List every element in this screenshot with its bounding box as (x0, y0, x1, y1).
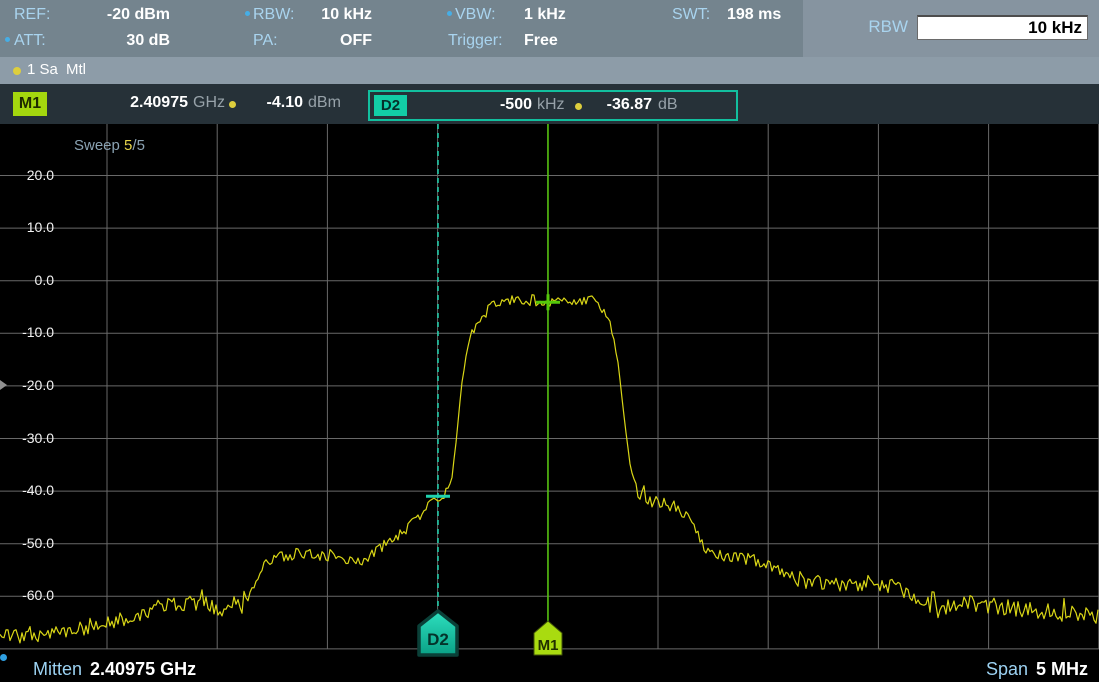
center-frequency-label: Mitten (33, 659, 83, 679)
ref-value[interactable]: -20 dBm (106, 6, 170, 23)
rbw-entry-input[interactable] (917, 15, 1088, 40)
marker-d2-level-unit: dB (658, 96, 678, 113)
marker-readout-bar: M1 2.40975 GHz -4.10 dBm D2 -500 kHz -36… (0, 84, 1099, 124)
trace-plot[interactable]: D2 M1 (0, 124, 1099, 657)
y-axis-label: 10.0 (26, 219, 54, 236)
marker-m1-separator-dot (229, 101, 236, 108)
trace-yellow (0, 294, 1099, 644)
att-label[interactable]: ATT: (14, 32, 46, 49)
sweep-separator: / (132, 137, 137, 154)
y-axis-label: -10.0 (22, 324, 54, 341)
marker-symbols (426, 294, 560, 498)
marker-d2-frequency-unit: kHz (537, 96, 565, 113)
ref-label[interactable]: REF: (14, 6, 51, 23)
marker-lines (437, 124, 549, 621)
marker-m1-level: -4.10 (266, 94, 303, 111)
vbw-coupling-dot (447, 11, 452, 16)
trace-detector: Mtl (66, 61, 86, 78)
settings-header-bar: REF: -20 dBm ATT: 30 dB RBW: 10 kHz PA: … (0, 0, 1099, 57)
sweep-label: Sweep (74, 137, 125, 154)
center-frequency-value: 2.40975 GHz (90, 659, 197, 679)
y-axis-label: -50.0 (22, 534, 54, 551)
swt-value[interactable]: 198 ms (727, 6, 782, 23)
marker-flags[interactable]: D2 M1 (417, 609, 563, 657)
marker-m1-level-unit: dBm (308, 94, 341, 111)
sweep-current: 5 (124, 137, 133, 154)
att-value[interactable]: 30 dB (126, 32, 170, 49)
span-label: Span (985, 659, 1028, 679)
y-axis-label: -60.0 (22, 587, 54, 604)
marker-m1-frequency-unit: GHz (193, 94, 225, 111)
marker-d2-delta-frequency: -500 (499, 96, 532, 113)
trace-info-bar[interactable]: 1 Sa Mtl (0, 57, 1099, 84)
marker-m1-badge[interactable]: M1 (13, 92, 47, 116)
rbw-coupling-dot (245, 11, 250, 16)
pa-label[interactable]: PA: (253, 32, 278, 49)
span-value: 5 MHz (1035, 659, 1088, 679)
marker-m1-frequency: 2.40975 (130, 94, 188, 111)
svg-text:M1: M1 (538, 637, 559, 654)
span-field[interactable]: Span 5 MHz (986, 659, 1088, 680)
vbw-value[interactable]: 1 kHz (524, 6, 566, 23)
y-axis-label: 20.0 (26, 166, 54, 183)
y-axis-label: -20.0 (22, 376, 54, 393)
att-coupling-dot (5, 37, 10, 42)
sweep-total: 5 (136, 137, 145, 154)
sweep-counter: Sweep 5/5 (74, 137, 145, 154)
frequency-footer-bar: Mitten 2.40975 GHz Span 5 MHz (0, 654, 1099, 682)
rbw-label[interactable]: RBW: (253, 6, 295, 23)
marker-d2-delta-level: -36.87 (606, 96, 652, 113)
swt-label[interactable]: SWT: (672, 6, 711, 23)
y-axis-label: 0.0 (34, 271, 54, 288)
trace-name: 1 Sa (27, 61, 58, 78)
center-frequency-field[interactable]: Mitten 2.40975 GHz (33, 659, 196, 680)
marker-d2-selected-box[interactable]: D2 -500 kHz -36.87 dB (368, 90, 738, 121)
rbw-value[interactable]: 10 kHz (321, 6, 372, 23)
trigger-value[interactable]: Free (524, 32, 558, 49)
pa-value[interactable]: OFF (340, 32, 372, 49)
grid (0, 124, 1099, 650)
marker-d2-separator-dot (575, 103, 582, 110)
reference-level-arrow-icon (0, 380, 7, 390)
trace-active-dot (13, 67, 21, 75)
spectrum-display[interactable]: D2 M1 20.0 10.0 0.0 -10.0 -20.0 -30.0 -40.0 -50.… (0, 124, 1099, 657)
trigger-label[interactable]: Trigger: (448, 32, 503, 49)
rbw-entry-label: RBW (868, 17, 908, 36)
svg-text:D2: D2 (427, 630, 449, 649)
y-axis-label: -40.0 (22, 482, 54, 499)
footer-coupling-dot (0, 654, 7, 661)
vbw-label[interactable]: VBW: (455, 6, 496, 23)
y-axis-label: -30.0 (22, 429, 54, 446)
marker-d2-badge[interactable]: D2 (374, 95, 407, 116)
